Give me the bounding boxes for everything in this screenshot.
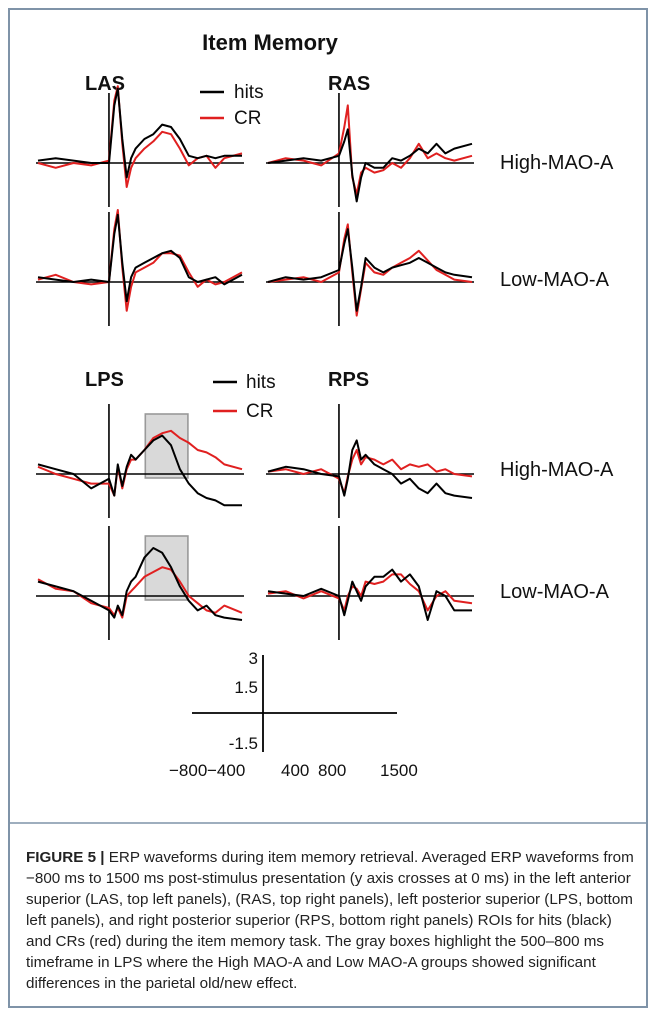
legend-label-hits-bottom: hits — [246, 372, 276, 393]
erp-panels — [36, 85, 474, 640]
roi-highlight-box-lps-high-mao-a — [144, 413, 189, 479]
legend-label-hits-top: hits — [234, 82, 264, 103]
legend-label-cr-bottom: CR — [246, 401, 273, 422]
region-label-lps: LPS — [85, 369, 124, 391]
region-label-ras: RAS — [328, 73, 370, 95]
group-label-high-bottom: High-MAO-A — [500, 459, 614, 481]
figure-title: Item Memory — [202, 30, 338, 55]
waveform-cr-las-low-mao-a — [37, 209, 243, 312]
x-tick-label: −400 — [207, 761, 245, 780]
waveform-hits-lps-low-mao-a — [37, 547, 243, 621]
group-label-low-top: Low-MAO-A — [500, 269, 610, 291]
region-label-las: LAS — [85, 73, 125, 95]
x-tick-label: 1500 — [380, 761, 418, 780]
waveform-hits-rps-low-mao-a — [267, 568, 472, 621]
figure-frame — [8, 8, 648, 1008]
group-label-high-top: High-MAO-A — [500, 152, 614, 174]
x-tick-label: −800 — [169, 761, 207, 780]
waveform-cr-rps-low-mao-a — [267, 573, 473, 612]
scale-bar: 3 1.5 -1.5 −800 −400 400 800 1500 — [169, 649, 418, 780]
y-tick-label: -1.5 — [229, 734, 258, 753]
legend-label-cr-top: CR — [234, 108, 261, 129]
waveform-cr-las-high-mao-a — [37, 85, 243, 188]
waveform-cr-ras-high-mao-a — [267, 104, 473, 196]
waveform-hits-las-low-mao-a — [37, 213, 243, 303]
y-tick-label: 1.5 — [234, 678, 258, 697]
caption-text: ERP waveforms during item memory retriev… — [26, 849, 634, 992]
waveform-hits-ras-low-mao-a — [267, 228, 473, 312]
waveform-hits-lps-high-mao-a — [37, 434, 242, 507]
y-tick-label: 3 — [249, 649, 258, 668]
waveform-hits-ras-high-mao-a — [267, 128, 473, 203]
figure-caption: FIGURE 5 | ERP waveforms during item mem… — [26, 847, 636, 994]
waveform-hits-rps-high-mao-a — [267, 439, 473, 499]
x-tick-label: 400 — [281, 761, 309, 780]
x-tick-label: 800 — [318, 761, 346, 780]
group-label-low-bottom: Low-MAO-A — [500, 581, 610, 603]
waveform-hits-las-high-mao-a — [37, 87, 242, 179]
waveform-cr-rps-high-mao-a — [267, 449, 473, 495]
region-label-rps: RPS — [328, 369, 369, 391]
waveform-cr-lps-high-mao-a — [37, 429, 243, 497]
caption-label: FIGURE 5 | — [26, 849, 105, 866]
